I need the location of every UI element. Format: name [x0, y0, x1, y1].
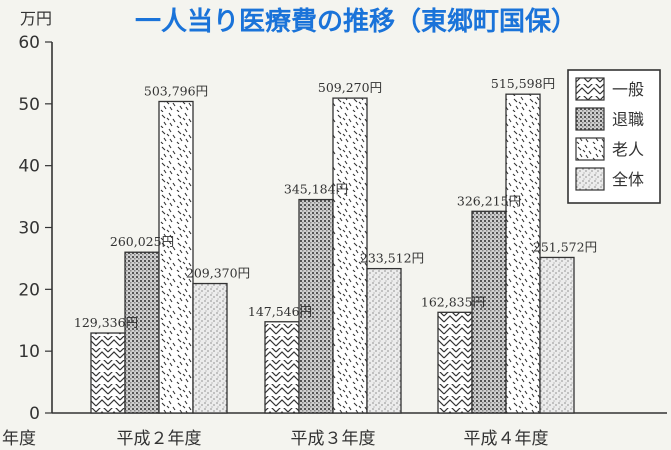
bar-全体-1: [366, 267, 402, 414]
bar-value-label: 326,215円: [457, 193, 521, 208]
x-category-label: 平成３年度: [291, 429, 376, 449]
legend-label: 全体: [612, 170, 644, 189]
chart-title: 一人当り医療費の推移（東郷町国保）: [135, 7, 577, 37]
bar-全体-0: [192, 282, 228, 414]
bar-全体-2: [539, 256, 575, 414]
y-tick-label: 50: [18, 95, 40, 115]
legend-label: 老人: [612, 140, 644, 159]
y-tick-label: 10: [18, 342, 40, 362]
legend-swatch-老人: [575, 137, 605, 161]
bar-value-label: 233,512円: [360, 251, 424, 266]
x-category-label: 平成４年度: [464, 429, 549, 449]
bar-value-label: 251,572円: [533, 239, 597, 254]
legend-label: 一般: [612, 80, 644, 99]
bar-一般-1: [264, 321, 300, 414]
bar-退職-0: [124, 251, 160, 414]
bar-value-label: 260,025円: [110, 234, 174, 249]
bar-value-label: 345,184円: [284, 182, 348, 197]
bar-value-label: 503,796円: [144, 83, 208, 98]
legend-swatch-一般: [575, 77, 605, 101]
bar-老人-2: [505, 93, 541, 414]
bar-value-label: 209,370円: [186, 266, 250, 281]
legend-swatch-全体: [575, 167, 605, 191]
y-tick-label: 40: [18, 157, 40, 177]
bar-一般-2: [437, 311, 473, 414]
x-category-label: 平成２年度: [117, 429, 202, 449]
y-tick-label: 20: [18, 280, 40, 300]
y-axis-unit-label: 万円: [20, 9, 52, 28]
legend-label: 退職: [612, 110, 644, 129]
bar-value-label: 162,835円: [421, 294, 485, 309]
bar-老人-0: [158, 100, 194, 414]
bar-退職-2: [471, 210, 507, 414]
bar-value-label: 129,336円: [74, 315, 138, 330]
bar-一般-0: [90, 332, 126, 414]
x-axis-label: 年度: [2, 429, 36, 449]
bar-value-label: 509,270円: [318, 80, 382, 95]
bar-value-label: 147,546円: [248, 304, 312, 319]
y-tick-label: 60: [18, 33, 40, 53]
y-tick-label: 30: [18, 219, 40, 239]
bar-value-label: 515,598円: [491, 76, 555, 91]
bar-老人-1: [332, 97, 368, 414]
y-tick-label: 0: [29, 404, 40, 424]
legend-swatch-退職: [575, 107, 605, 131]
